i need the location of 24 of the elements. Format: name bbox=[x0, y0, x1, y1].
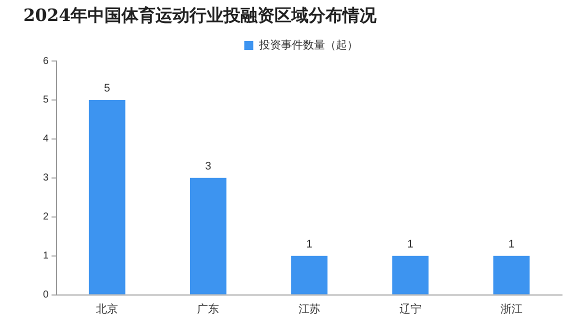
data-label: 3 bbox=[205, 160, 212, 172]
data-label: 1 bbox=[407, 238, 414, 250]
y-tick-label: 5 bbox=[43, 94, 49, 106]
y-tick-label: 1 bbox=[43, 250, 49, 262]
data-label: 1 bbox=[306, 238, 312, 250]
x-tick-label: 辽宁 bbox=[399, 302, 422, 316]
y-tick-label: 3 bbox=[43, 172, 49, 184]
y-tick-label: 2 bbox=[43, 212, 49, 223]
y-tick-label: 4 bbox=[43, 134, 49, 145]
data-label: 5 bbox=[104, 82, 110, 94]
chart-title: 2024年中国体育运动行业投融资区域分布情况 bbox=[22, 5, 378, 27]
x-tick-label: 北京 bbox=[96, 302, 118, 316]
bar bbox=[493, 256, 530, 294]
legend-label: 投资事件数量（起） bbox=[258, 38, 358, 52]
x-tick-label: 浙江 bbox=[500, 302, 522, 316]
y-tick-label: 0 bbox=[43, 290, 49, 301]
y-tick-label: 6 bbox=[43, 56, 49, 67]
bar bbox=[88, 100, 126, 294]
x-tick-label: 广东 bbox=[197, 302, 220, 316]
data-label: 1 bbox=[508, 238, 515, 250]
x-tick-label: 江苏 bbox=[298, 302, 320, 316]
bar bbox=[392, 256, 429, 294]
bar bbox=[291, 256, 328, 294]
bar bbox=[190, 178, 226, 294]
